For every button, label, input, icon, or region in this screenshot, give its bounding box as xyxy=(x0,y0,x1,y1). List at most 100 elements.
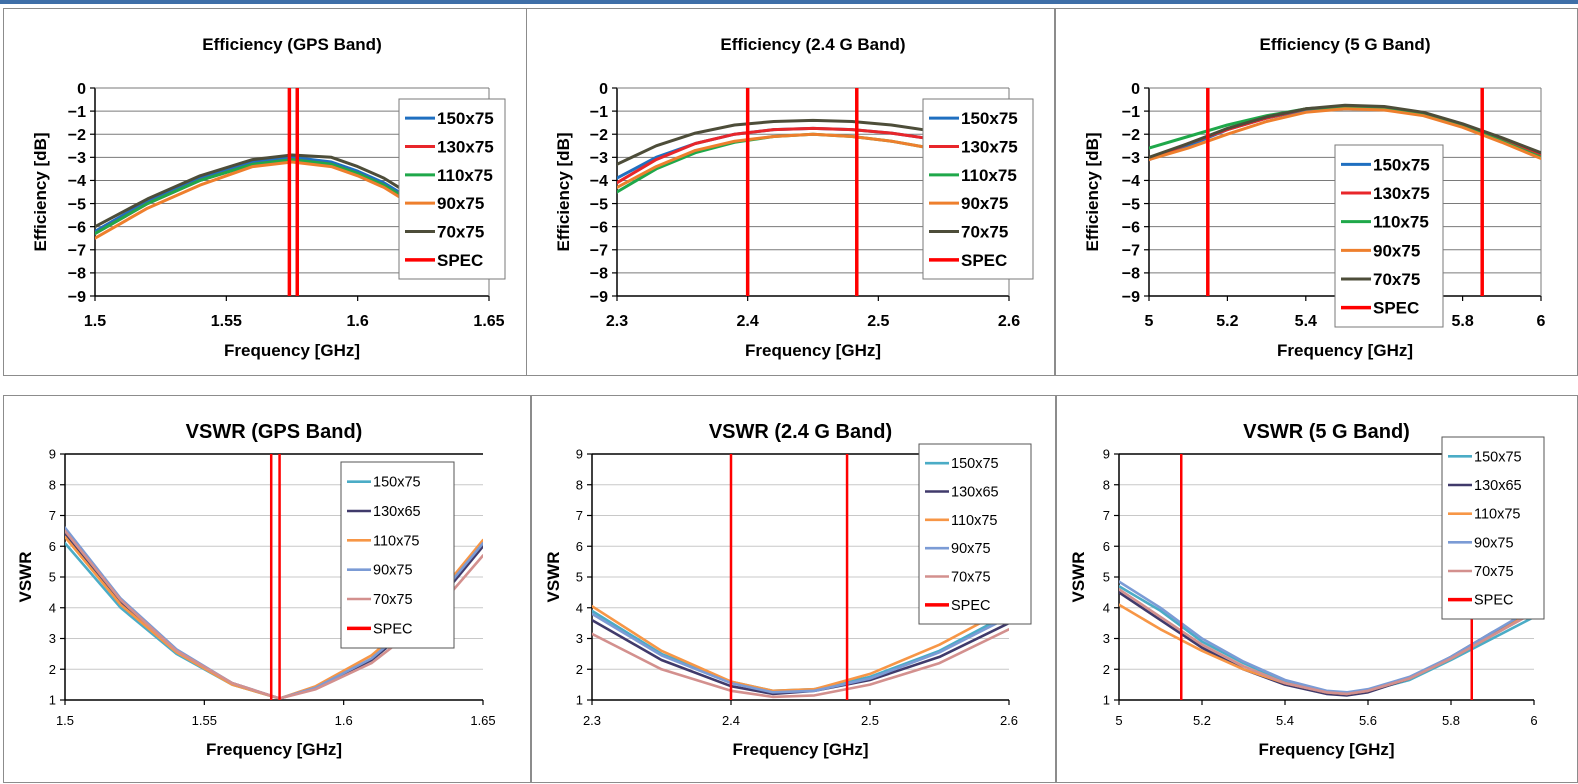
y-tick-label: −2 xyxy=(1122,127,1140,144)
series-line-90x75 xyxy=(1119,580,1534,694)
legend-box xyxy=(1334,144,1444,328)
series-line-70x75 xyxy=(1149,103,1541,159)
x-tick-label: 1.5 xyxy=(84,313,106,330)
y-tick-label: −8 xyxy=(68,266,86,283)
y-axis-label: VSWR xyxy=(544,552,563,603)
y-tick-label: −9 xyxy=(68,289,86,306)
y-tick-label: 5 xyxy=(1103,570,1110,585)
series-line-70x75 xyxy=(1119,588,1534,696)
legend-label: 150x75 xyxy=(1474,449,1522,465)
chart-svg: 1 2 3 4 5 6 7 8 9 5 5.2 5.4 5.6 5.8 6 VSWR (5 G Band) Fr… xyxy=(1069,421,1545,759)
y-tick-label: −1 xyxy=(68,104,86,121)
legend: 150x75 130x65 110x75 90x75 70x75 SPEC xyxy=(918,443,1032,625)
x-tick-label: 5.2 xyxy=(1216,313,1238,330)
x-tick-label: 1.65 xyxy=(470,713,495,728)
y-tick-label: 1 xyxy=(576,693,583,708)
legend-label: 90x75 xyxy=(951,541,991,557)
y-tick-label: −8 xyxy=(1122,266,1140,283)
legend-label: 110x75 xyxy=(951,513,998,529)
y-axis-label: Efficiency [dB] xyxy=(1083,132,1102,251)
series-group xyxy=(592,604,1009,699)
legend-label: 130x65 xyxy=(1474,478,1522,494)
series-line-110x75 xyxy=(95,158,412,236)
chart-panel-2: 0 −1 −2 −3 −4 −5 −6 −7 −8 −9 2.3 2.4 2.5 2.6 Efficienc… xyxy=(526,8,1055,376)
legend-label: SPEC xyxy=(373,621,413,637)
y-tick-label: 3 xyxy=(576,631,583,646)
x-tick-label: 2.6 xyxy=(998,313,1020,330)
legend-label: 90x75 xyxy=(437,194,484,213)
x-tick-label: 5.6 xyxy=(1359,713,1377,728)
legend-label: 70x75 xyxy=(437,223,484,242)
legend-label: 130x75 xyxy=(1373,184,1430,203)
series-group xyxy=(1149,103,1541,162)
chart-title: Efficiency (GPS Band) xyxy=(202,35,381,54)
x-tick-label: 1.55 xyxy=(192,713,217,728)
y-tick-label: −9 xyxy=(1122,289,1140,306)
legend: 150x75 130x75 110x75 90x75 70x75 SPEC xyxy=(922,98,1034,280)
y-tick-label: 7 xyxy=(1103,508,1110,523)
chart-panel-5: 1 2 3 4 5 6 7 8 9 2.3 2.4 2.5 2.6 VSWR (2.4 G Band) Fr… xyxy=(531,395,1056,783)
x-tick-label: 2.5 xyxy=(861,713,879,728)
y-tick-label: 7 xyxy=(576,508,583,523)
y-tick-label: 4 xyxy=(49,600,56,615)
series-group xyxy=(95,153,412,240)
y-tick-label: −2 xyxy=(590,127,608,144)
legend-label: SPEC xyxy=(1373,299,1419,318)
legend-label: 130x65 xyxy=(373,504,421,520)
legend-box xyxy=(398,98,506,280)
y-tick-label: 7 xyxy=(49,508,56,523)
legend-label: 150x75 xyxy=(951,456,999,472)
series-line-70x75 xyxy=(95,153,412,229)
y-tick-label: 2 xyxy=(576,662,583,677)
x-tick-label: 1.65 xyxy=(473,313,504,330)
y-tick-label: −1 xyxy=(1122,104,1140,121)
series-group xyxy=(617,118,933,194)
x-tick-label: 6 xyxy=(1537,313,1546,330)
y-tick-label: −3 xyxy=(1122,150,1140,167)
legend: 150x75 130x65 110x75 90x75 70x75 SPEC xyxy=(1441,436,1545,620)
y-tick-label: −5 xyxy=(590,196,608,213)
y-tick-label: 9 xyxy=(49,447,56,462)
chart-title: Efficiency (2.4 G Band) xyxy=(720,35,905,54)
chart-title: VSWR (2.4 G Band) xyxy=(709,421,892,443)
x-tick-label: 5.8 xyxy=(1442,713,1460,728)
y-tick-label: −4 xyxy=(1122,173,1140,190)
top-border xyxy=(0,0,1578,4)
x-tick-label: 1.55 xyxy=(211,313,242,330)
chart-svg: 0 −1 −2 −3 −4 −5 −6 −7 −8 −9 1.5 1.55 1.6 1.65 Efficie… xyxy=(31,35,506,360)
series-line-110x75 xyxy=(592,604,1009,693)
legend-label: 70x75 xyxy=(961,223,1008,242)
legend: 150x75 130x65 110x75 90x75 70x75 SPEC xyxy=(340,461,455,649)
x-tick-label: 5.2 xyxy=(1193,713,1211,728)
x-tick-label: 5.8 xyxy=(1451,313,1473,330)
y-tick-label: −7 xyxy=(1122,243,1140,260)
x-axis-label: Frequency [GHz] xyxy=(206,740,342,759)
legend-label: 130x75 xyxy=(437,138,494,157)
y-tick-label: −6 xyxy=(590,219,608,236)
y-tick-label: 9 xyxy=(576,447,583,462)
y-tick-label: −9 xyxy=(590,289,608,306)
y-tick-label: 1 xyxy=(1103,693,1110,708)
y-tick-label: 0 xyxy=(77,81,86,98)
legend-label: 150x75 xyxy=(373,475,421,491)
y-axis-label: Efficiency [dB] xyxy=(31,132,50,251)
chart-panel-4: 1 2 3 4 5 6 7 8 9 1.5 1.55 1.6 1.65 VSWR (GPS Band) Fr… xyxy=(3,395,531,783)
chart-svg: 0 −1 −2 −3 −4 −5 −6 −7 −8 −9 2.3 2.4 2.5 2.6 Efficienc… xyxy=(554,35,1034,360)
y-axis-label: VSWR xyxy=(1069,552,1088,603)
legend-label: 110x75 xyxy=(1474,507,1521,523)
y-tick-label: −6 xyxy=(68,219,86,236)
x-tick-label: 2.5 xyxy=(867,313,889,330)
y-tick-label: −7 xyxy=(68,243,86,260)
chart-svg: 1 2 3 4 5 6 7 8 9 1.5 1.55 1.6 1.65 VSWR (GPS Band) Fr… xyxy=(16,421,496,759)
y-tick-label: 9 xyxy=(1103,447,1110,462)
y-tick-label: −4 xyxy=(590,173,608,190)
y-tick-label: 4 xyxy=(576,600,583,615)
x-tick-label: 5.4 xyxy=(1276,713,1294,728)
y-tick-label: 2 xyxy=(1103,662,1110,677)
series-line-130x75 xyxy=(617,126,933,185)
x-axis-label: Frequency [GHz] xyxy=(224,341,360,360)
legend-label: SPEC xyxy=(951,598,991,614)
x-tick-label: 6 xyxy=(1530,713,1537,728)
x-tick-label: 2.4 xyxy=(722,713,740,728)
series-line-70x75 xyxy=(617,118,933,166)
